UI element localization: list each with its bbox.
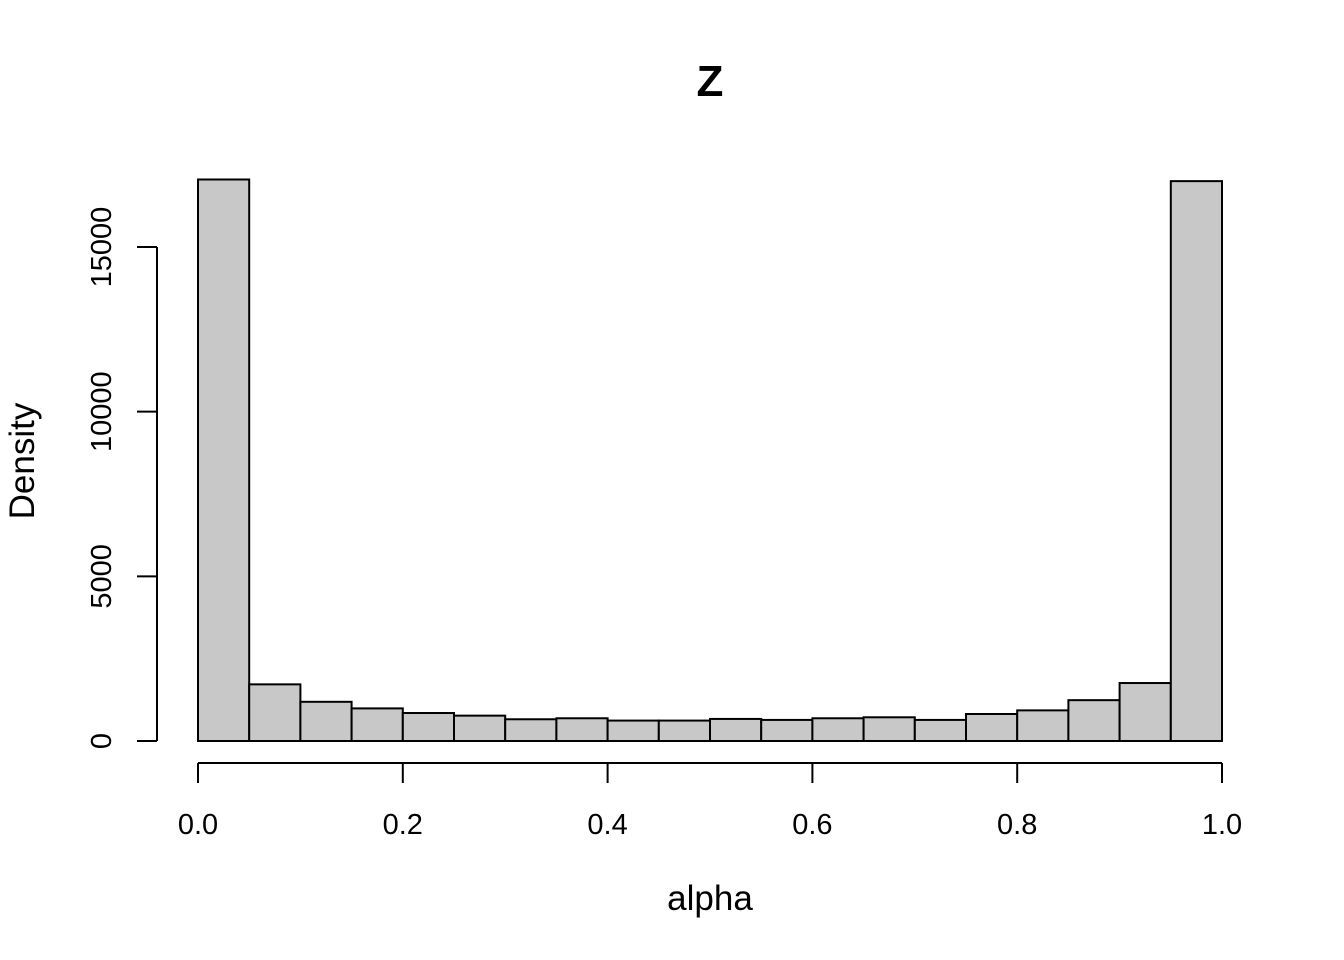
- histogram-bar-18: [1118, 682, 1172, 743]
- x-tick-label-1: 0.2: [383, 809, 423, 841]
- x-tick-label-0: 0.0: [178, 809, 218, 841]
- y-axis: 0 5000 10000 15000: [86, 207, 158, 749]
- histogram-bar-4: [401, 712, 455, 742]
- histogram-bar-9: [657, 719, 711, 743]
- histogram-bar-16: [1016, 709, 1070, 743]
- histogram-bar-0: [197, 178, 251, 742]
- histogram-bar-15: [965, 712, 1019, 743]
- x-tick-label-2: 0.4: [587, 809, 627, 841]
- x-axis: 0.0 0.2 0.4 0.6 0.8 1.0: [178, 762, 1242, 841]
- bars-group: [197, 178, 1224, 743]
- histogram-bar-19: [1169, 180, 1224, 742]
- x-tick-label-5: 1.0: [1202, 809, 1242, 841]
- histogram-bar-7: [555, 717, 609, 743]
- x-tick-label-4: 0.8: [997, 809, 1037, 841]
- y-tick-label-2: 10000: [86, 371, 118, 452]
- y-tick-label-1: 5000: [86, 544, 118, 609]
- histogram-bar-8: [606, 719, 660, 743]
- y-axis-label: Density: [3, 402, 42, 519]
- histogram-bar-6: [504, 718, 558, 742]
- histogram-bar-12: [811, 717, 865, 743]
- histogram-bar-14: [913, 718, 967, 743]
- histogram-bar-3: [350, 707, 404, 742]
- histogram-bar-10: [709, 717, 763, 743]
- histogram-bar-5: [453, 714, 507, 743]
- x-axis-label: alpha: [667, 879, 753, 918]
- chart-title: Z: [697, 57, 724, 106]
- histogram-bar-2: [299, 700, 353, 742]
- y-tick-label-3: 15000: [86, 207, 118, 288]
- histogram-bar-13: [862, 716, 916, 743]
- y-tick-label-0: 0: [86, 733, 118, 749]
- histogram-bar-17: [1067, 699, 1121, 742]
- x-tick-label-3: 0.6: [792, 809, 832, 841]
- histogram-bar-1: [248, 683, 302, 743]
- histogram-bar-11: [760, 718, 814, 743]
